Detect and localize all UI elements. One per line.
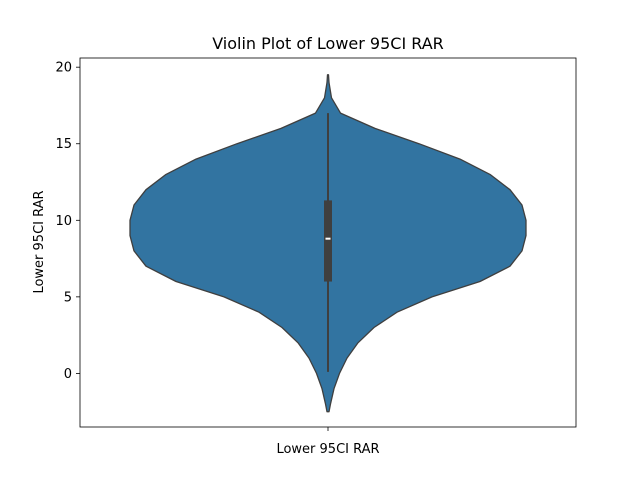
y-tick-label: 20 bbox=[55, 61, 72, 76]
chart-title: Violin Plot of Lower 95CI RAR bbox=[212, 34, 444, 53]
y-tick-label: 10 bbox=[55, 214, 72, 229]
x-tick-label: Lower 95CI RAR bbox=[276, 442, 379, 457]
box-layer bbox=[324, 113, 332, 372]
iqr-box bbox=[324, 200, 332, 282]
x-axis: Lower 95CI RAR bbox=[276, 427, 380, 457]
y-tick-label: 5 bbox=[64, 290, 72, 305]
y-axis-label: Lower 95CI RAR bbox=[32, 190, 47, 293]
y-axis: 0 5 10 15 20 bbox=[55, 61, 80, 382]
y-tick-label: 15 bbox=[55, 137, 72, 152]
y-tick-label: 0 bbox=[64, 367, 72, 382]
